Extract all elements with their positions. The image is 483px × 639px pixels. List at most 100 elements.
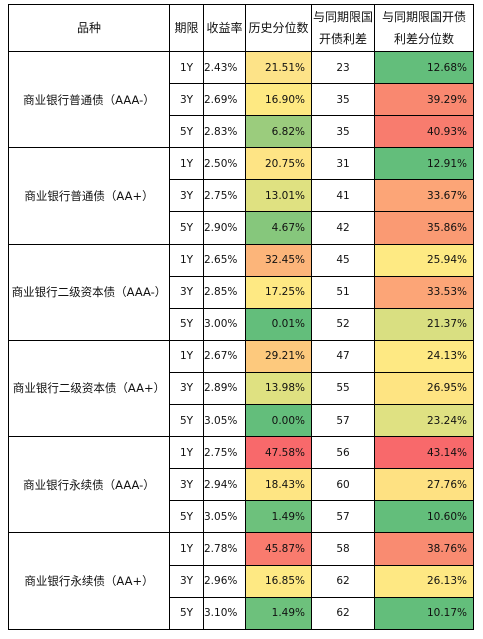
table-row: 5Y 2.83% 6.82% 35 40.93% bbox=[9, 115, 474, 149]
spread-cell: 58 bbox=[311, 532, 375, 566]
header-yield: 收益率 bbox=[203, 4, 246, 52]
table-row: 3Y 2.75% 13.01% 41 33.67% bbox=[9, 179, 474, 213]
term-cell: 5Y bbox=[169, 115, 204, 149]
hist-pct-cell: 18.43% bbox=[245, 468, 312, 502]
yield-cell: 2.83% bbox=[203, 115, 246, 149]
table-body: 商业银行普通债（AAA-） 1Y 2.43% 21.51% 23 12.68% 3Y 2.69… bbox=[8, 50, 474, 630]
term-cell: 1Y bbox=[169, 532, 204, 566]
spread-cell: 45 bbox=[311, 243, 375, 277]
table-row: 商业银行普通债（AAA-） 1Y 2.43% 21.51% 23 12.68% bbox=[8, 50, 474, 149]
hist-pct-cell: 13.01% bbox=[245, 179, 312, 213]
term-cell: 1Y bbox=[169, 50, 204, 85]
yield-cell: 3.10% bbox=[203, 596, 246, 630]
yield-cell: 2.69% bbox=[203, 83, 246, 117]
header-spread-line2: 开债利差 bbox=[318, 32, 367, 46]
hist-pct-cell: 29.21% bbox=[245, 339, 312, 373]
spread-pct-cell: 39.29% bbox=[374, 83, 474, 117]
hist-pct-cell: 47.58% bbox=[245, 436, 312, 470]
term-cell: 3Y bbox=[169, 179, 204, 213]
variety-name-cell: 商业银行普通债（AAA-） bbox=[8, 50, 170, 149]
variety-name-cell: 商业银行普通债（AA+） bbox=[8, 147, 170, 245]
term-cell: 5Y bbox=[169, 500, 204, 534]
header-term: 期限 bbox=[169, 4, 204, 52]
spread-pct-cell: 33.53% bbox=[374, 275, 474, 309]
table-row: 3Y 2.85% 17.25% 51 33.53% bbox=[9, 275, 474, 309]
spread-pct-cell: 26.13% bbox=[374, 564, 474, 598]
spread-pct-cell: 27.76% bbox=[374, 468, 474, 502]
hist-pct-cell: 1.49% bbox=[245, 596, 312, 630]
yield-cell: 2.85% bbox=[203, 275, 246, 309]
table-row: 5Y 3.05% 1.49% 57 10.60% bbox=[9, 500, 474, 534]
spread-cell: 57 bbox=[311, 500, 375, 534]
spread-cell: 62 bbox=[311, 596, 375, 630]
hist-pct-cell: 20.75% bbox=[245, 147, 312, 181]
yield-cell: 2.78% bbox=[203, 532, 246, 566]
spread-pct-cell: 24.13% bbox=[374, 339, 474, 373]
spread-pct-cell: 33.67% bbox=[374, 179, 474, 213]
spread-cell: 62 bbox=[311, 564, 375, 598]
header-spread-pct: 与同期限国开债 利差分位数 bbox=[374, 4, 474, 52]
table-row: 3Y 2.94% 18.43% 60 27.76% bbox=[9, 468, 474, 502]
hist-pct-cell: 0.00% bbox=[245, 404, 312, 438]
spread-pct-cell: 21.37% bbox=[374, 307, 474, 341]
term-cell: 1Y bbox=[169, 243, 204, 277]
header-spread-pct-line2: 利差分位数 bbox=[393, 32, 454, 46]
spread-cell: 35 bbox=[311, 115, 375, 149]
yield-cell: 3.05% bbox=[203, 404, 246, 438]
bond-table-container: 品种 期限 收益率 历史分位数 与同期限国 开债利差 与同期限国开债 利差分位数 商… bbox=[8, 4, 474, 630]
spread-cell: 47 bbox=[311, 339, 375, 373]
spread-cell: 31 bbox=[311, 147, 375, 181]
spread-pct-cell: 40.93% bbox=[374, 115, 474, 149]
hist-pct-cell: 16.85% bbox=[245, 564, 312, 598]
term-cell: 1Y bbox=[169, 339, 204, 373]
yield-cell: 2.65% bbox=[203, 243, 246, 277]
spread-pct-cell: 26.95% bbox=[374, 371, 474, 406]
header-spread: 与同期限国 开债利差 bbox=[311, 4, 375, 52]
spread-pct-cell: 35.86% bbox=[374, 211, 474, 245]
hist-pct-cell: 16.90% bbox=[245, 83, 312, 117]
hist-pct-cell: 0.01% bbox=[245, 307, 312, 341]
spread-cell: 23 bbox=[311, 50, 375, 85]
spread-pct-cell: 43.14% bbox=[374, 436, 474, 470]
spread-pct-cell: 12.91% bbox=[374, 147, 474, 181]
hist-pct-cell: 1.49% bbox=[245, 500, 312, 534]
variety-name-cell: 商业银行二级资本债（AA+） bbox=[8, 339, 170, 438]
header-spread-pct-line1: 与同期限国开债 bbox=[381, 10, 466, 24]
term-cell: 3Y bbox=[169, 468, 204, 502]
header-spread-line1: 与同期限国 bbox=[312, 10, 373, 24]
yield-cell: 2.96% bbox=[203, 564, 246, 598]
variety-name-cell: 商业银行永续债（AA+） bbox=[8, 532, 170, 630]
yield-cell: 3.05% bbox=[203, 500, 246, 534]
yield-cell: 2.67% bbox=[203, 339, 246, 373]
table-row: 3Y 2.89% 13.98% 55 26.95% bbox=[9, 371, 474, 406]
term-cell: 3Y bbox=[169, 564, 204, 598]
spread-pct-cell: 23.24% bbox=[374, 404, 474, 438]
term-cell: 5Y bbox=[169, 596, 204, 630]
term-cell: 3Y bbox=[169, 83, 204, 117]
spread-pct-cell: 12.68% bbox=[374, 50, 474, 85]
yield-cell: 2.75% bbox=[203, 436, 246, 470]
variety-name-cell: 商业银行二级资本债（AAA-） bbox=[8, 243, 170, 341]
yield-cell: 2.94% bbox=[203, 468, 246, 502]
term-cell: 5Y bbox=[169, 307, 204, 341]
spread-cell: 56 bbox=[311, 436, 375, 470]
spread-cell: 52 bbox=[311, 307, 375, 341]
hist-pct-cell: 45.87% bbox=[245, 532, 312, 566]
yield-cell: 2.43% bbox=[203, 50, 246, 85]
spread-cell: 41 bbox=[311, 179, 375, 213]
spread-pct-cell: 10.17% bbox=[374, 596, 474, 630]
bond-valuation-table: 品种 期限 收益率 历史分位数 与同期限国 开债利差 与同期限国开债 利差分位数 商… bbox=[8, 4, 474, 630]
term-cell: 1Y bbox=[169, 436, 204, 470]
table-row: 商业银行二级资本债（AAA-） 1Y 2.65% 32.45% 45 25.94% bbox=[8, 243, 474, 341]
hist-pct-cell: 21.51% bbox=[245, 50, 312, 85]
header-hist-pct: 历史分位数 bbox=[245, 4, 312, 52]
variety-name-cell: 商业银行永续债（AAA-） bbox=[8, 436, 170, 534]
table-row: 5Y 3.05% 0.00% 57 23.24% bbox=[9, 404, 474, 438]
table-row: 商业银行永续债（AA+） 1Y 2.78% 45.87% 58 38.76% bbox=[8, 532, 474, 630]
hist-pct-cell: 17.25% bbox=[245, 275, 312, 309]
table-row: 商业银行普通债（AA+） 1Y 2.50% 20.75% 31 12.91% bbox=[8, 147, 474, 245]
term-cell: 3Y bbox=[169, 371, 204, 406]
yield-cell: 2.50% bbox=[203, 147, 246, 181]
hist-pct-cell: 13.98% bbox=[245, 371, 312, 406]
spread-pct-cell: 38.76% bbox=[374, 532, 474, 566]
